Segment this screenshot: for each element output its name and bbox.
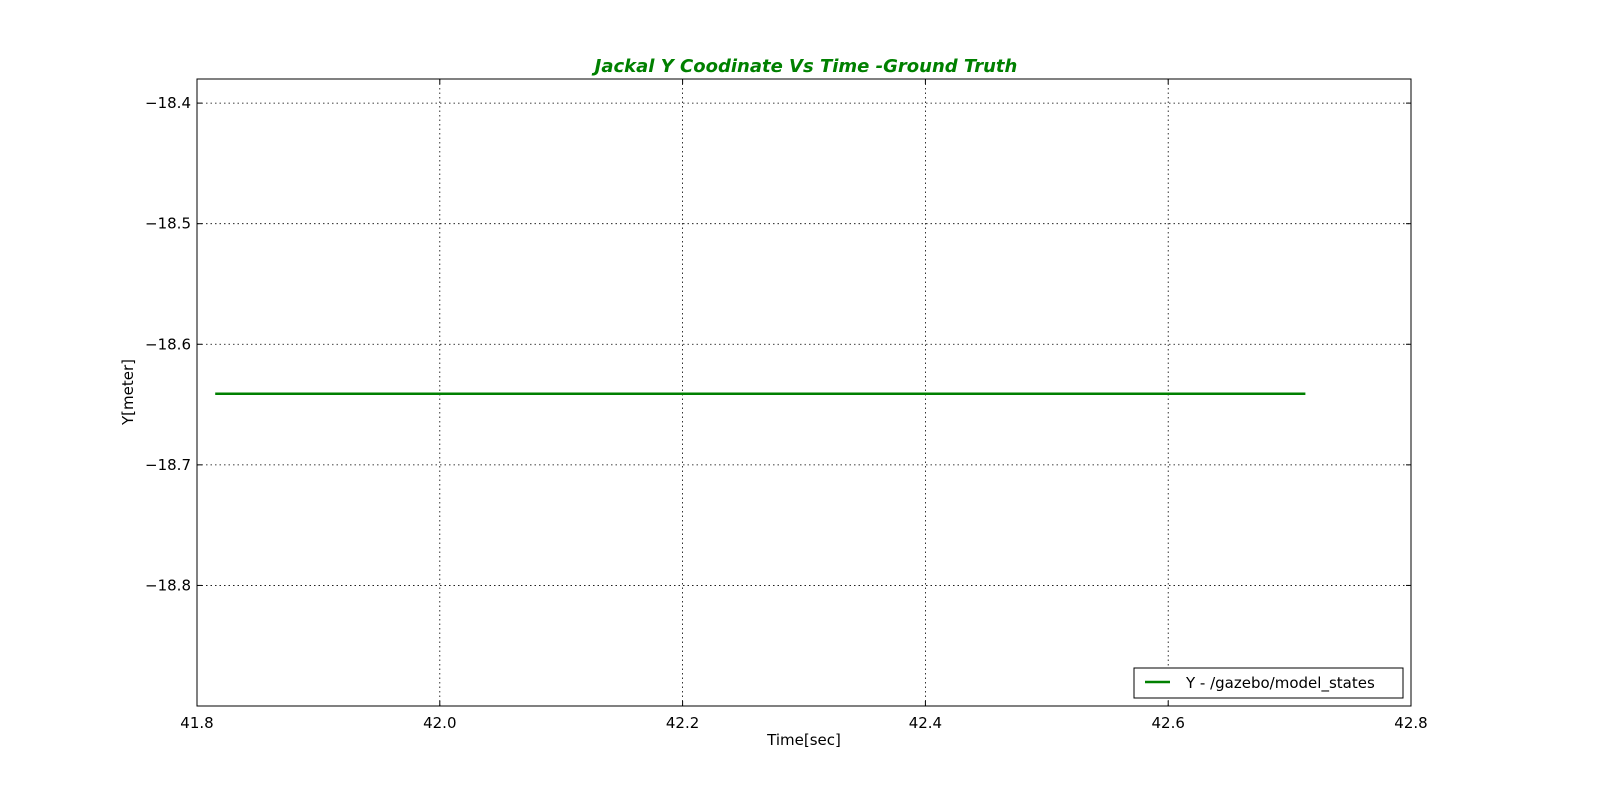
x-tick-label: 42.0 xyxy=(423,714,456,732)
x-axis-label: Time[sec] xyxy=(766,731,841,749)
x-tick-label: 41.8 xyxy=(180,714,213,732)
legend: Y - /gazebo/model_states xyxy=(1133,667,1404,699)
plot-frame xyxy=(196,78,1412,707)
y-axis-label: Y[meter] xyxy=(119,359,137,426)
legend-label: Y - /gazebo/model_states xyxy=(1185,674,1375,693)
x-tick-label: 42.2 xyxy=(666,714,699,732)
y-tick-label: −18.8 xyxy=(145,576,191,594)
y-tick-label: −18.5 xyxy=(145,215,191,233)
x-tick-label: 42.8 xyxy=(1394,714,1427,732)
legend-box xyxy=(1133,667,1404,699)
y-tick-label: −18.6 xyxy=(145,335,191,353)
y-tick-label: −18.4 xyxy=(145,94,191,112)
tick-layer: 41.8 42.0 42.2 42.4 42.6 42.8 −18.4 −18.5 −18.6 −… xyxy=(145,79,1428,732)
y-tick-label: −18.7 xyxy=(145,456,191,474)
x-tick-label: 42.4 xyxy=(909,714,942,732)
chart-title: Jackal Y Coodinate Vs Time -Ground Truth xyxy=(592,56,1018,77)
x-tick-label: 42.6 xyxy=(1151,714,1184,732)
grid-layer xyxy=(197,79,1411,706)
